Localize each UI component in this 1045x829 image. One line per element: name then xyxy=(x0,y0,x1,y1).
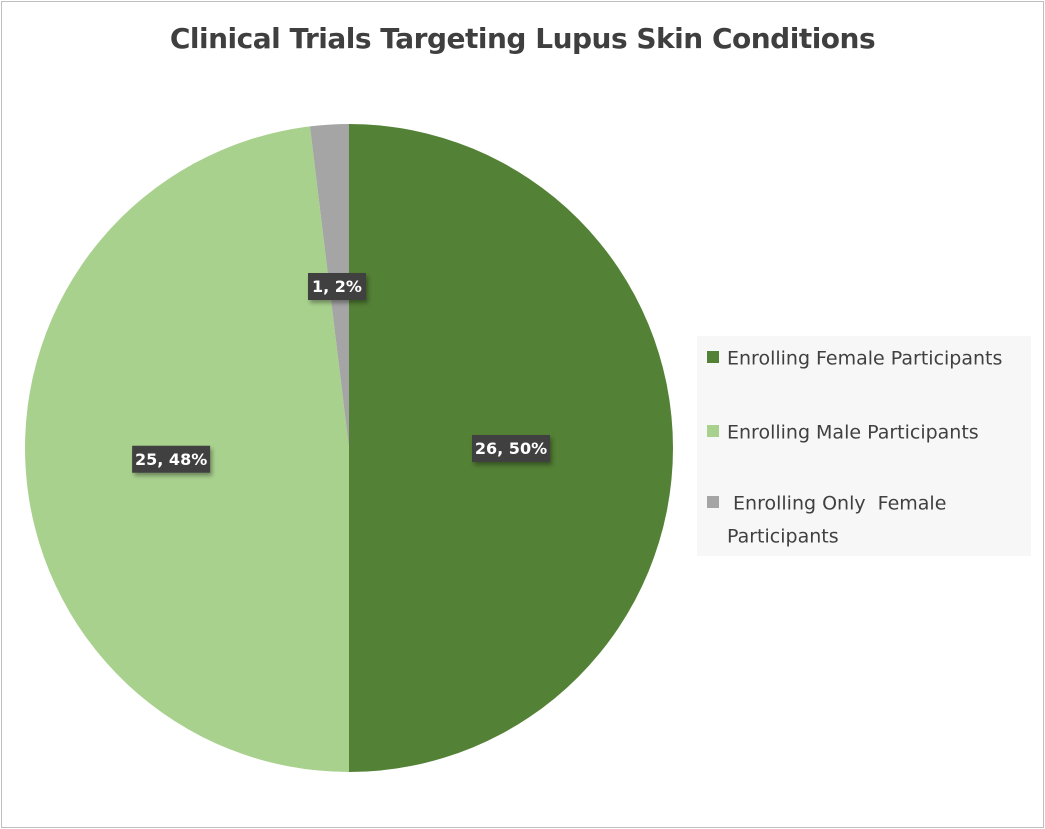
data-label-female: 26, 50% xyxy=(472,435,550,462)
data-label-only-female-box xyxy=(308,273,366,300)
data-label-only-female: 1, 2% xyxy=(308,273,366,300)
data-label-only-female-text: 1, 2% xyxy=(312,277,362,296)
legend-item-female: Enrolling Female Participants xyxy=(707,342,1002,375)
legend-swatch-male xyxy=(707,424,719,437)
legend-item-only-female: Enrolling Only Female Participants xyxy=(707,487,1017,552)
data-label-male-box xyxy=(132,445,211,473)
data-label-female-box xyxy=(472,435,550,462)
legend-item-male: Enrolling Male Participants xyxy=(707,416,979,449)
legend-label-only-female: Enrolling Only Female Participants xyxy=(727,492,953,548)
legend-swatch-only-female xyxy=(707,495,719,508)
legend-label-female: Enrolling Female Participants xyxy=(727,347,1003,370)
data-label-male: 25, 48% xyxy=(132,445,211,473)
chart-title: Clinical Trials Targeting Lupus Skin Con… xyxy=(169,22,876,55)
legend-label-male: Enrolling Male Participants xyxy=(727,421,979,444)
legend: Enrolling Female Participants Enrolling … xyxy=(697,336,1031,556)
legend-swatch-female xyxy=(707,350,719,363)
data-label-male-text: 25, 48% xyxy=(135,450,207,469)
data-label-female-text: 26, 50% xyxy=(475,439,547,458)
